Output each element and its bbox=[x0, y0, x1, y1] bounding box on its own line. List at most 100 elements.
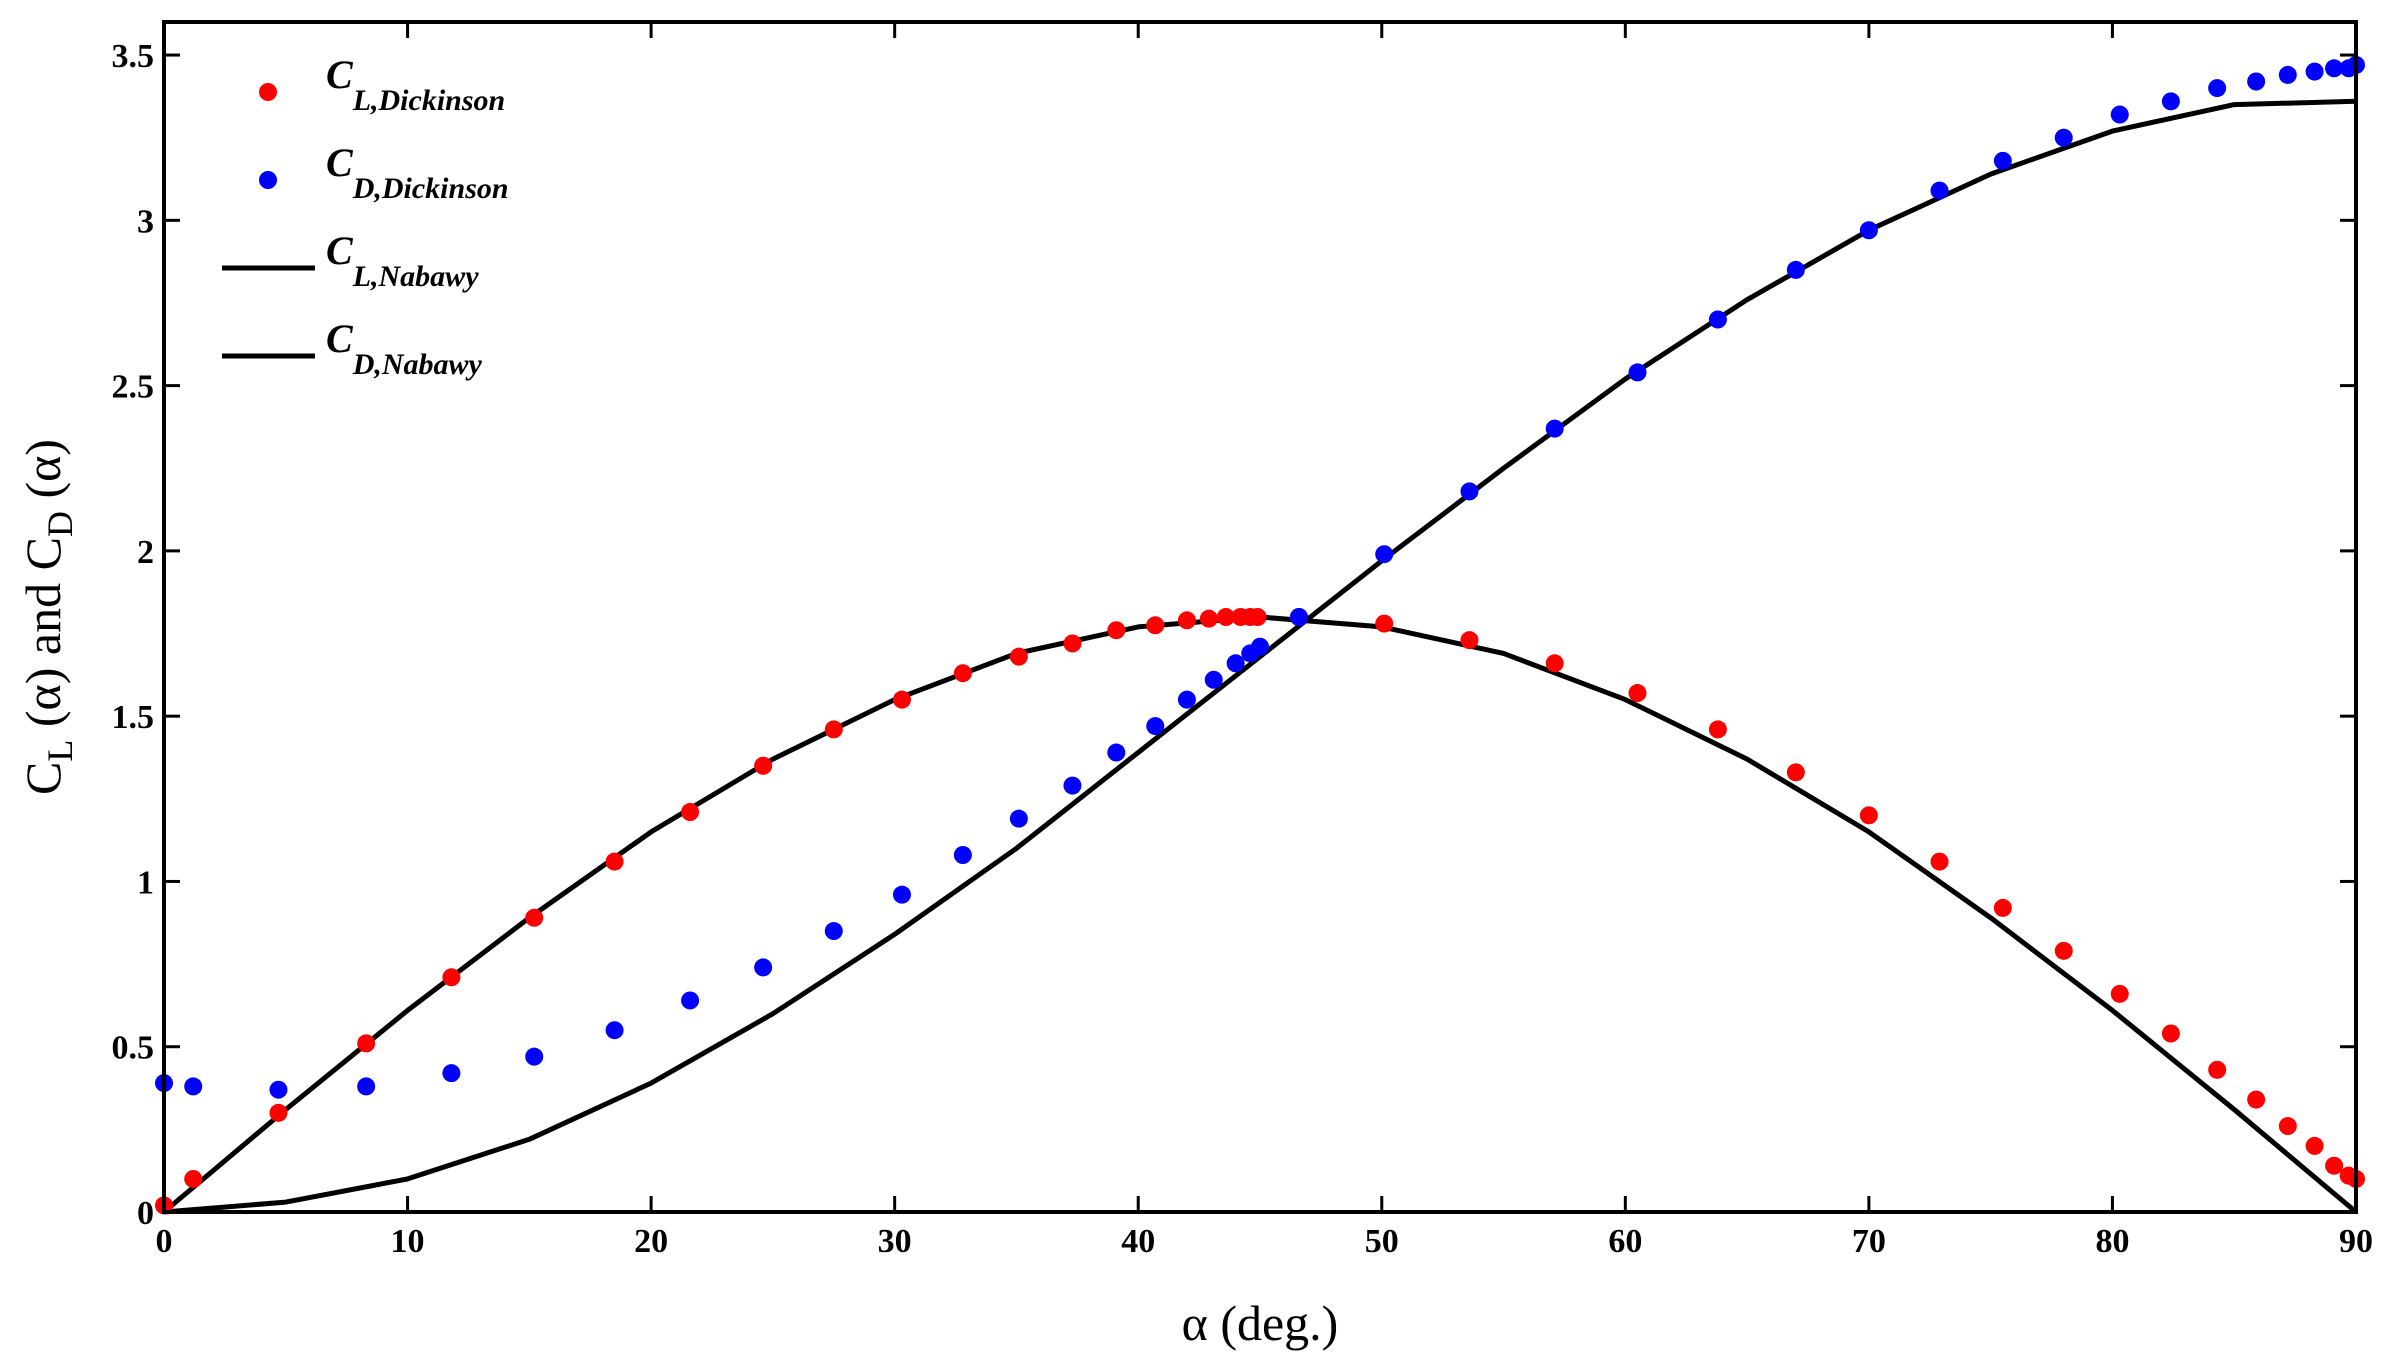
y-axis-title-end: (α) bbox=[15, 439, 71, 511]
data-point bbox=[2278, 65, 2297, 84]
legend: CL,Dickinson CD,Dickinson CL,Nabawy CD,Naba… bbox=[222, 52, 509, 381]
x-tick-label: 0 bbox=[156, 1223, 173, 1260]
data-point bbox=[1289, 608, 1308, 626]
data-point bbox=[1545, 419, 1564, 438]
data-point bbox=[605, 852, 624, 871]
legend-label: CL,Dickinson bbox=[326, 52, 505, 117]
y-axis-title-mid: (α) and bbox=[15, 570, 71, 739]
data-point bbox=[2325, 59, 2344, 78]
data-point bbox=[824, 922, 843, 941]
legend-entry: CD,Dickinson bbox=[259, 140, 509, 205]
data-point bbox=[2110, 105, 2129, 124]
data-point bbox=[2161, 1024, 2180, 1043]
data-point bbox=[1107, 743, 1126, 762]
x-axis-title: α (deg.) bbox=[1182, 1295, 1339, 1351]
data-point bbox=[1204, 670, 1223, 689]
x-tick-label: 40 bbox=[1121, 1223, 1155, 1260]
data-point bbox=[1993, 898, 2012, 917]
y-tick-label: 3.5 bbox=[112, 38, 155, 75]
data-point bbox=[2110, 984, 2129, 1003]
y-tick-label: 0 bbox=[137, 1195, 154, 1232]
data-point bbox=[1708, 720, 1727, 739]
data-point bbox=[1708, 310, 1727, 329]
y-tick-label: 1 bbox=[137, 864, 154, 901]
data-point bbox=[2208, 1060, 2227, 1079]
data-point bbox=[2305, 1136, 2324, 1155]
legend-marker bbox=[259, 83, 277, 101]
legend-label: CL,Nabawy bbox=[326, 228, 479, 293]
y-tick-label: 2.5 bbox=[112, 369, 155, 406]
y-axis-title-sub1: L bbox=[40, 740, 80, 762]
data-point bbox=[2247, 1090, 2266, 1109]
data-point bbox=[2208, 79, 2227, 98]
legend-label: CD,Dickinson bbox=[326, 140, 509, 205]
data-point bbox=[269, 1080, 288, 1099]
data-point bbox=[2054, 128, 2073, 147]
data-point bbox=[357, 1034, 376, 1053]
x-tick-label: 70 bbox=[1852, 1223, 1886, 1260]
data-point bbox=[2161, 92, 2180, 111]
data-point bbox=[357, 1077, 376, 1096]
data-point bbox=[2325, 1156, 2344, 1175]
data-point bbox=[269, 1103, 288, 1122]
series-line-2 bbox=[163, 98, 2357, 1215]
data-point bbox=[1226, 654, 1245, 673]
data-point bbox=[953, 846, 972, 864]
plot-frame bbox=[162, 20, 2358, 1214]
data-point bbox=[1545, 654, 1564, 673]
data-point bbox=[1930, 852, 1949, 871]
data-point bbox=[1460, 631, 1479, 650]
data-point bbox=[1216, 608, 1235, 626]
data-point bbox=[442, 968, 461, 987]
data-point bbox=[184, 1169, 203, 1188]
data-point bbox=[1786, 260, 1805, 279]
x-tick-label: 60 bbox=[1608, 1223, 1642, 1260]
data-point bbox=[1177, 690, 1196, 709]
data-point bbox=[1859, 221, 1878, 240]
data-point bbox=[1460, 482, 1479, 501]
ticks-layer: 0 10 20 30 40 50 60 70 80 90 0 0.5 1 1.5 2 2.5 3 3.5 bbox=[112, 22, 2373, 1260]
data-point bbox=[2278, 1117, 2297, 1136]
data-point bbox=[1146, 717, 1165, 736]
data-point bbox=[442, 1064, 461, 1083]
data-point bbox=[525, 1047, 544, 1066]
y-tick-label: 3 bbox=[137, 203, 154, 240]
x-tick-label: 90 bbox=[2339, 1223, 2373, 1260]
data-point bbox=[605, 1021, 624, 1040]
data-point bbox=[1107, 621, 1126, 640]
data-point bbox=[1375, 545, 1394, 564]
data-point bbox=[2247, 72, 2266, 91]
data-point bbox=[1786, 763, 1805, 782]
y-tick-label: 0.5 bbox=[112, 1030, 155, 1067]
data-point bbox=[1009, 647, 1028, 666]
x-tick-label: 10 bbox=[391, 1223, 425, 1260]
y-tick-label: 1.5 bbox=[112, 699, 155, 736]
y-axis-title-sub2: D bbox=[40, 511, 80, 537]
x-tick-label: 80 bbox=[2095, 1223, 2129, 1260]
series-markers-2 bbox=[155, 55, 2365, 1099]
legend-marker bbox=[259, 171, 277, 189]
data-point bbox=[1930, 181, 1949, 200]
y-tick-label: 2 bbox=[137, 534, 154, 571]
data-point bbox=[1063, 634, 1082, 653]
x-tick-label: 30 bbox=[878, 1223, 912, 1260]
x-tick-label: 20 bbox=[634, 1223, 668, 1260]
data-point bbox=[1199, 609, 1218, 628]
data-point bbox=[1375, 614, 1394, 633]
x-tick-label: 50 bbox=[1365, 1223, 1399, 1260]
data-point bbox=[953, 664, 972, 683]
data-point bbox=[1009, 809, 1028, 828]
data-point bbox=[754, 958, 773, 977]
data-point bbox=[681, 991, 700, 1010]
data-point bbox=[1063, 776, 1082, 795]
data-point bbox=[892, 885, 911, 904]
data-point bbox=[184, 1077, 203, 1096]
data-point bbox=[1248, 608, 1267, 626]
data-point bbox=[681, 803, 700, 822]
data-point bbox=[1251, 637, 1269, 656]
data-point bbox=[2305, 62, 2324, 81]
data-point bbox=[892, 690, 911, 709]
y-axis-title-c2: C bbox=[15, 537, 71, 570]
series-layer bbox=[155, 55, 2365, 1215]
